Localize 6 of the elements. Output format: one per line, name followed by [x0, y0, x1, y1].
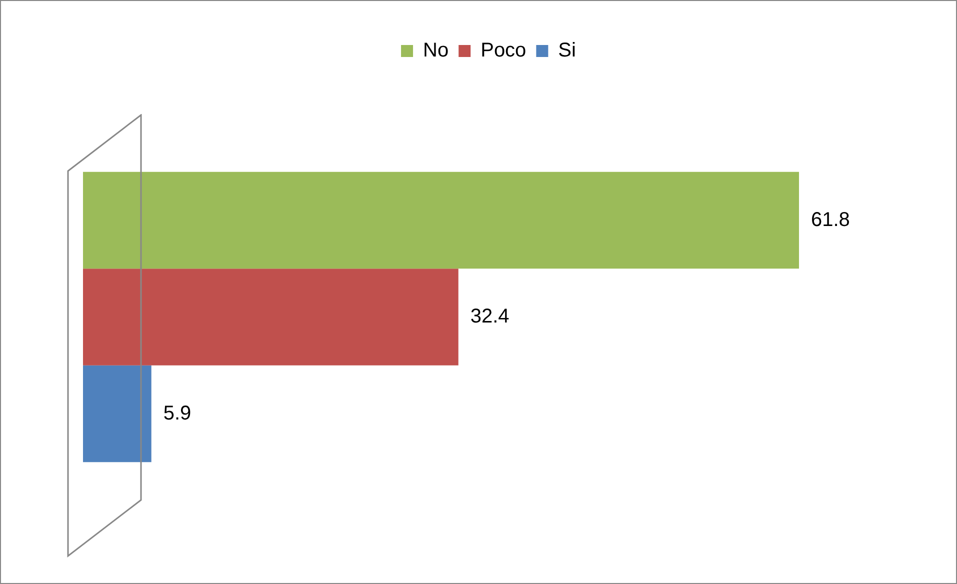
legend-label: Poco [480, 40, 526, 62]
data-label: 61.8 [810, 208, 850, 231]
data-label: 5.9 [163, 402, 192, 424]
legend-label: Si [558, 40, 576, 62]
data-label: 32.4 [470, 306, 510, 328]
legend-label: No [423, 40, 449, 62]
